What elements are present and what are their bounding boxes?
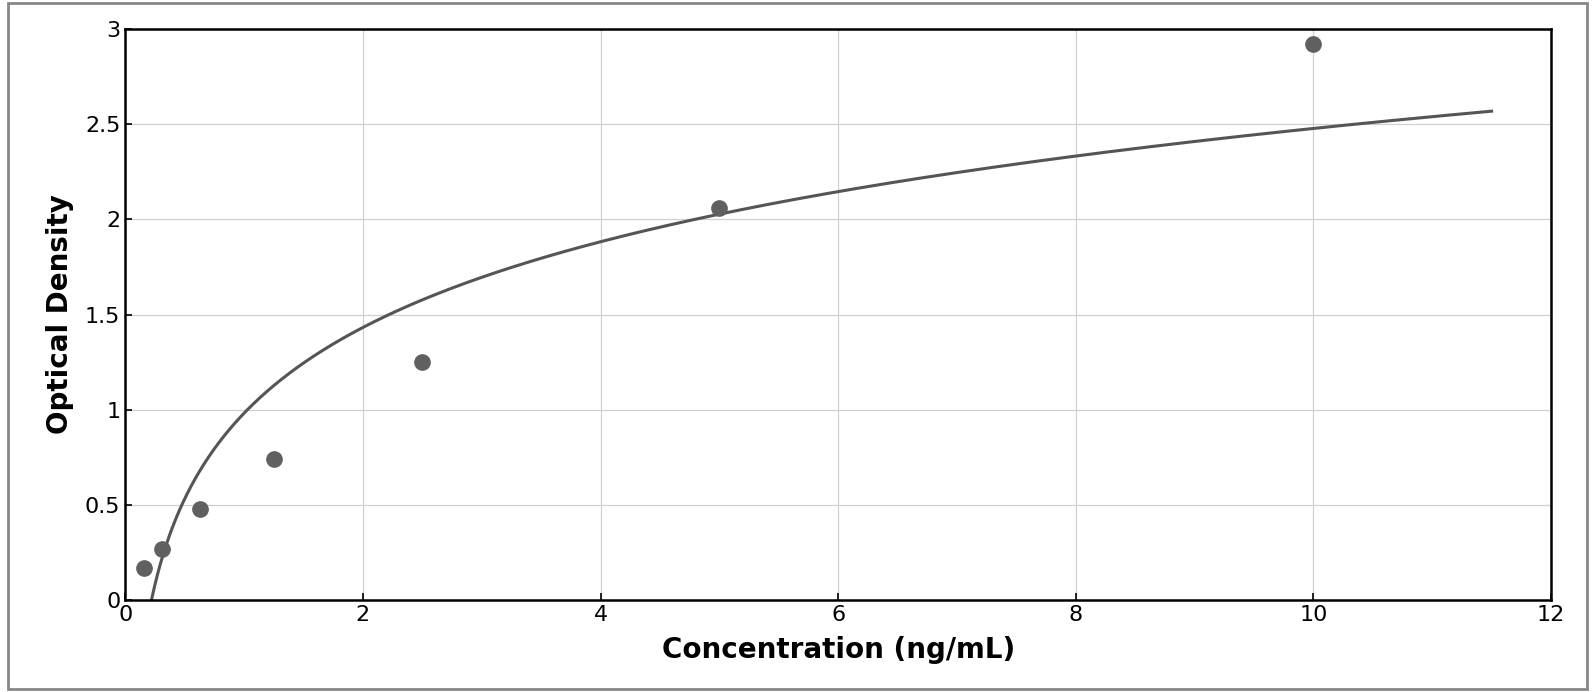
X-axis label: Concentration (ng/mL): Concentration (ng/mL)	[662, 636, 1014, 664]
Point	[707, 202, 732, 213]
Point	[187, 503, 212, 514]
Point	[131, 563, 156, 574]
Point	[410, 356, 435, 367]
Point	[150, 543, 175, 554]
Point	[262, 454, 287, 465]
Y-axis label: Optical Density: Optical Density	[46, 194, 73, 435]
Point	[1300, 39, 1325, 50]
